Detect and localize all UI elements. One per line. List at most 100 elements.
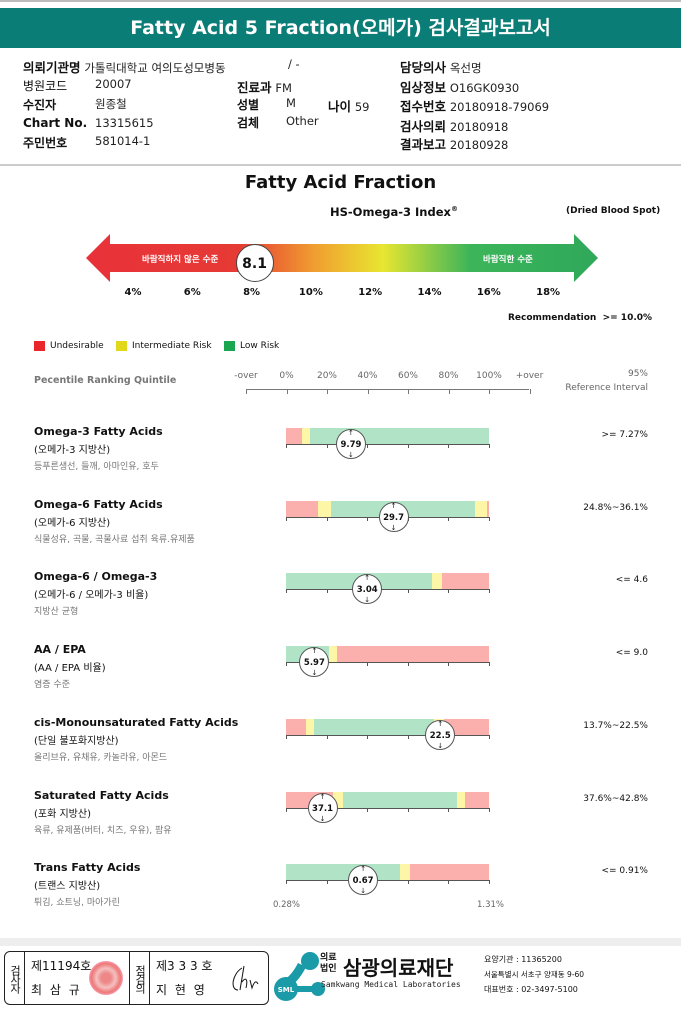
row-axis [286,807,489,809]
reference-interval: 24.8%~36.1% [583,502,648,513]
row-axis [286,444,489,445]
index-tick-label: 8% [243,287,261,298]
row-axis-tick [286,807,287,812]
index-subtitle: HS-Omega-3 Index® [330,205,458,219]
row-axis-tick [448,444,450,448]
signature-image [232,965,259,991]
scale-tick [367,389,369,394]
row-axis-tick [367,734,369,739]
trans-axis-max: 1.31% [477,900,505,910]
specimen-note: (Dried Blood Spot) [566,206,661,216]
row-axis-tick [489,807,490,812]
specimen: Other [286,114,319,128]
clinical-field: 임상정보 O16GK0930 [400,80,520,95]
request-field: 검사의뢰 20180918 [400,119,509,134]
undesirable-level-label: 바람직하지 않은 수준 [142,255,219,265]
row-axis-tick [407,662,409,667]
row-axis-tick [448,662,450,667]
footer-divider [0,938,681,946]
bar-segment-yellow [456,791,465,808]
row-name: Trans Fatty Acids [34,861,141,875]
receipt-field: 접수번호 20180918-79069 [400,99,550,114]
row-axis-tick [367,516,369,521]
scale-tick [529,389,531,394]
row-korean-name: (포화 지방산) [34,808,91,820]
org-name: 삼광의료재단 [343,956,454,980]
ward: / - [288,57,300,71]
index-tick-label: 14% [417,287,442,298]
bar-segment-red [464,791,489,808]
row-axis-tick [286,444,287,448]
bar-segment-yellow [474,500,487,517]
row-axis-tick [489,880,490,885]
row-axis-tick [367,444,369,448]
hospital-code-label: 병원코드 [23,79,68,93]
row-korean-name: (오메가-6 지방산) [34,517,111,529]
seal-stamp [89,961,123,995]
index-value-marker: 8.1 [235,244,274,282]
value-marker: 22.5 [425,709,456,761]
examiner: 제11194호 최 삼 규 [25,952,130,1004]
index-tick-label: 18% [536,287,561,298]
row-axis-tick [326,589,328,594]
bar-segment-yellow [399,864,410,881]
row-axis-tick [407,880,409,885]
row-name: Omega-6 Fatty Acids [34,497,163,511]
row-description: 식물성유, 곡물, 곡물사료 섭취 육류.유제품 [34,534,195,545]
hospital-code: 20007 [95,77,132,91]
row-axis-tick [407,734,409,739]
row-axis-tick [326,444,328,448]
row-axis-tick [407,589,409,594]
scale-tick-label: 100% [476,371,502,381]
index-tick-label: 6% [183,287,201,298]
scale-tick-label: 0% [279,371,294,381]
row-axis-tick [367,807,369,812]
report-field: 결과보고 20180928 [400,137,509,152]
reference-header: 95% Reference Interval [565,369,648,393]
org-prefix: 의료법인 [320,953,337,974]
bar-segment-red [409,864,489,881]
percentile-bar [286,428,489,444]
row-korean-name: (단일 불포화지방산) [34,735,119,747]
value-marker: 3.04 [352,563,383,615]
percentile-bar [286,864,489,881]
row-axis-tick [489,589,490,594]
index-tick-label: 10% [298,287,323,298]
trans-axis-min: 0.28% [273,900,301,910]
id-label: 주민번호 [23,136,68,150]
row-axis-tick [448,807,450,812]
row-description: 지방산 균형 [34,607,79,618]
row-axis [286,734,489,736]
scale-axis [246,389,529,390]
dept-field: 진료과 FM [237,80,292,95]
row-name: Omega-6 / Omega-3 [34,570,158,584]
row-axis [286,662,489,664]
reference-interval: >= 7.27% [601,430,648,440]
chart-label: Chart No. [23,116,88,130]
row-axis-tick [448,516,450,521]
org-english: Samkwang Medical Laboratories [321,980,461,989]
section-title: Fatty Acid Fraction [244,172,437,193]
bar-segment-yellow [318,500,331,517]
bar-segment-red [486,500,489,517]
reference-interval: 13.7%~22.5% [583,720,648,731]
chart-no: 13315615 [95,116,154,130]
bar-segment-red [286,500,319,517]
row-korean-name: (오메가-6 / 오메가-3 비율) [34,590,149,602]
row-axis [286,589,489,591]
scale-tick [246,389,247,394]
reference-interval: <= 9.0 [615,648,648,659]
report-title: Fatty Acid 5 Fraction(오메가) 검사결과보고서 [0,8,681,48]
scale-title: Pecentile Ranking Quintile [34,375,177,386]
scale-tick-label: 40% [357,371,378,381]
row-description: 튀김, 쇼트닝, 마아가린 [34,898,120,909]
index-tick-label: 4% [124,287,142,298]
bar-segment-yellow [302,428,311,444]
bar-segment-green [286,864,400,881]
sex: M [286,96,296,110]
scale-tick [408,389,409,394]
row-axis-tick [407,444,409,448]
reference-interval: 37.6%~42.8% [583,793,648,804]
row-name: cis-Monounsaturated Fatty Acids [34,715,239,729]
